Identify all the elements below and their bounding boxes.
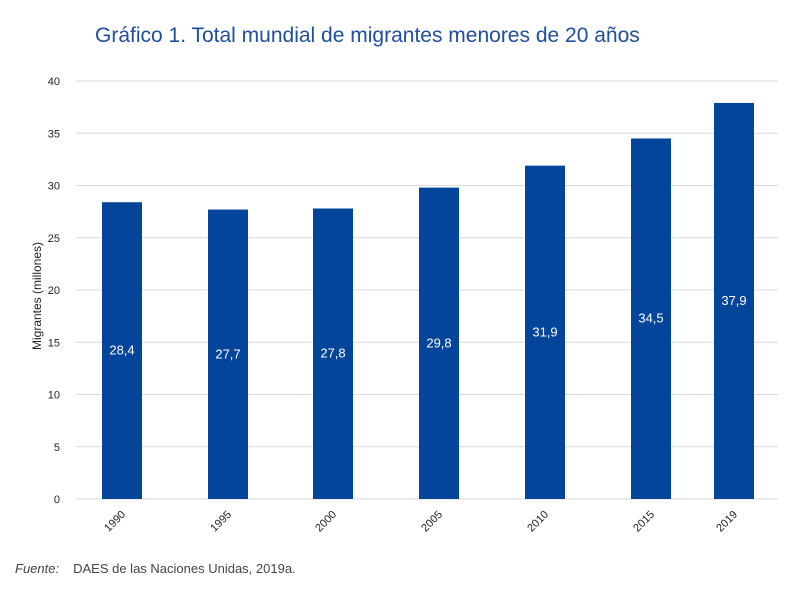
bar-2000: [313, 208, 353, 500]
x-axis-ticks: 1990 1995 2000 2005 2010 2015 2019: [102, 509, 740, 535]
y-tick-label: 25: [48, 233, 60, 245]
x-tick-label: 1990: [102, 509, 128, 535]
source-text: DAES de las Naciones Unidas, 2019a.: [73, 561, 296, 576]
x-tick-label: 2000: [313, 509, 339, 535]
data-label-1995: 27,7: [215, 346, 240, 361]
bar-2010: [525, 165, 565, 499]
source-label: Fuente:: [15, 561, 60, 576]
x-tick-label: 1995: [208, 509, 234, 535]
y-tick-label: 40: [48, 76, 60, 88]
y-tick-label: 30: [48, 181, 60, 193]
bar-1990: [102, 202, 142, 499]
bars: [102, 102, 754, 500]
x-tick-label: 2005: [419, 509, 445, 535]
bar-2015: [631, 138, 671, 499]
data-label-2019: 37,9: [721, 293, 746, 308]
data-label-2015: 34,5: [638, 311, 663, 326]
data-label-2010: 31,9: [532, 324, 557, 339]
y-tick-label: 0: [54, 494, 60, 506]
y-axis-label: Migrantes (millones): [30, 242, 44, 350]
data-label-1990: 28,4: [109, 343, 134, 358]
bar-2005: [419, 187, 459, 499]
y-tick-label: 5: [54, 442, 60, 454]
y-tick-label: 35: [48, 128, 60, 140]
x-tick-label: 2015: [631, 509, 657, 535]
data-label-2005: 29,8: [426, 335, 451, 350]
source-note: Fuente: DAES de las Naciones Unidas, 2019…: [15, 561, 296, 576]
x-tick-label: 2019: [714, 509, 740, 535]
y-tick-label: 15: [48, 337, 60, 349]
bar-1995: [208, 209, 248, 499]
y-tick-label: 10: [48, 390, 60, 402]
x-tick-label: 2010: [525, 509, 551, 535]
y-tick-label: 20: [48, 285, 60, 297]
data-labels: 28,4 27,7 27,8 29,8 31,9 34,5 37,9: [109, 293, 746, 361]
data-label-2000: 27,8: [320, 346, 345, 361]
y-axis-ticks: 0 5 10 15 20 25 30 35 40: [48, 76, 60, 506]
bar-2019: [714, 102, 754, 499]
chart-title: Gráfico 1. Total mundial de migrantes me…: [95, 24, 640, 47]
